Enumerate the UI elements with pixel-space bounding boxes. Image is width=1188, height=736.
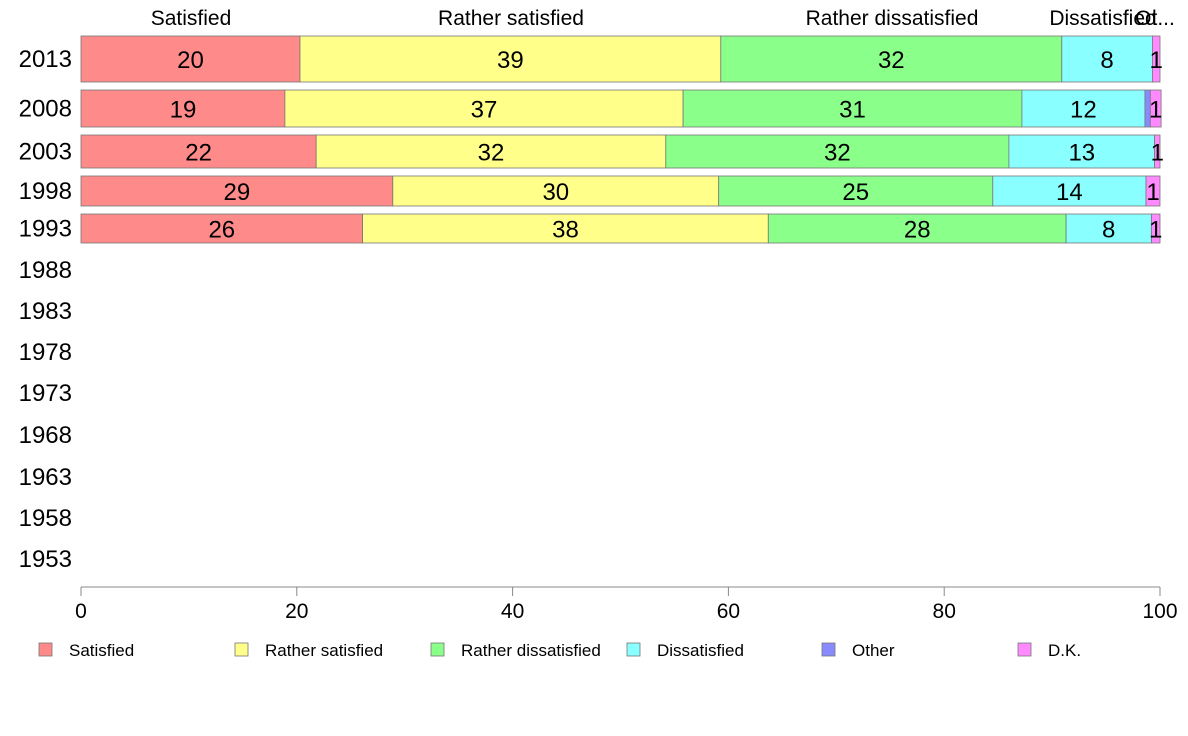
- bar-value-label-2003-5: 1: [1151, 140, 1164, 167]
- column-header-4: Ot...: [1135, 7, 1175, 30]
- year-label-1958: 1958: [19, 505, 72, 532]
- column-header-3: Dissatisfied: [1049, 7, 1156, 30]
- x-tick-label-100: 100: [1142, 600, 1177, 623]
- bar-value-label-1998-0: 29: [224, 179, 251, 206]
- bar-value-label-2008-2: 31: [839, 97, 866, 124]
- bar-segment-2013-2: [720, 35, 1063, 83]
- legend-swatch-1: [234, 642, 249, 657]
- bar-segment-1998-2: [718, 175, 994, 207]
- bar-value-label-1998-5: 1: [1146, 179, 1159, 206]
- bar-value-label-2003-2: 32: [824, 140, 851, 167]
- legend-label-1: Rather satisfied: [265, 641, 383, 660]
- bar-segment-2003-5: [1154, 134, 1161, 169]
- bar-value-label-1993-2: 28: [904, 217, 931, 244]
- x-tick-label-0: 0: [75, 600, 87, 623]
- column-header-0: Satisfied: [151, 7, 232, 30]
- year-label-1993: 1993: [19, 216, 72, 243]
- bar-segment-2008-0: [80, 89, 286, 128]
- bar-value-label-2013-0: 20: [177, 47, 204, 74]
- bar-segment-2008-2: [682, 89, 1023, 128]
- bar-value-label-2003-3: 13: [1068, 140, 1095, 167]
- bar-value-label-1993-1: 38: [552, 217, 579, 244]
- bar-value-label-2013-2: 32: [878, 47, 905, 74]
- year-label-1963: 1963: [19, 464, 72, 491]
- x-tick-label-60: 60: [717, 600, 740, 623]
- year-label-1953: 1953: [19, 546, 72, 573]
- year-label-1998: 1998: [19, 178, 72, 205]
- year-label-1968: 1968: [19, 422, 72, 449]
- bar-value-label-1993-0: 26: [208, 217, 235, 244]
- bar-value-label-2008-0: 19: [170, 97, 197, 124]
- bar-value-label-1998-1: 30: [542, 179, 569, 206]
- legend-label-3: Dissatisfied: [657, 641, 744, 660]
- bar-value-label-2013-3: 8: [1100, 47, 1113, 74]
- bar-value-label-2003-0: 22: [185, 140, 212, 167]
- x-tick-label-40: 40: [501, 600, 524, 623]
- bar-value-label-1993-5: 1: [1149, 217, 1162, 244]
- bar-segment-2008-3: [1021, 89, 1146, 128]
- bar-segment-1998-0: [80, 175, 394, 207]
- bar-segment-2003-0: [80, 134, 317, 169]
- bar-value-label-2013-1: 39: [497, 47, 524, 74]
- legend-label-0: Satisfied: [69, 641, 134, 660]
- x-tick-label-80: 80: [933, 600, 956, 623]
- year-label-1983: 1983: [19, 298, 72, 325]
- bar-value-label-2008-3: 12: [1070, 97, 1097, 124]
- bar-value-label-1998-3: 14: [1056, 179, 1083, 206]
- column-header-1: Rather satisfied: [438, 7, 584, 30]
- year-label-2003: 2003: [19, 139, 72, 166]
- legend-swatch-5: [1017, 642, 1032, 657]
- bar-value-label-2003-1: 32: [478, 140, 505, 167]
- legend-swatch-0: [38, 642, 53, 657]
- legend-label-5: D.K.: [1048, 641, 1081, 660]
- bar-segment-1998-3: [992, 175, 1147, 207]
- bar-segment-2013-5: [1152, 35, 1161, 83]
- bar-value-label-1993-3: 8: [1102, 217, 1115, 244]
- year-label-2013: 2013: [19, 46, 72, 73]
- bar-segment-1993-0: [80, 213, 364, 244]
- bar-segment-1993-1: [362, 213, 769, 244]
- bar-segment-2013-1: [299, 35, 722, 83]
- bar-value-label-1998-2: 25: [842, 179, 869, 206]
- bar-segment-2013-3: [1061, 35, 1153, 83]
- bar-value-label-2013-5: 1: [1150, 47, 1163, 74]
- bar-value-label-2008-5: 1: [1149, 97, 1162, 124]
- bar-segment-2003-1: [315, 134, 667, 169]
- bar-segment-1998-5: [1145, 175, 1161, 207]
- bar-segment-2013-0: [80, 35, 301, 83]
- bar-segment-1993-5: [1151, 213, 1161, 244]
- legend-label-2: Rather dissatisfied: [461, 641, 601, 660]
- bar-segment-2008-5: [1149, 89, 1162, 128]
- legend-label-4: Other: [852, 641, 895, 660]
- legend-swatch-2: [430, 642, 445, 657]
- bar-segment-2003-2: [665, 134, 1010, 169]
- bar-segment-1993-2: [767, 213, 1067, 244]
- column-header-2: Rather dissatisfied: [806, 7, 979, 30]
- bar-segment-2008-1: [284, 89, 684, 128]
- legend-swatch-3: [626, 642, 641, 657]
- bar-value-label-2008-1: 37: [471, 97, 498, 124]
- bar-segment-1998-1: [392, 175, 720, 207]
- year-label-2008: 2008: [19, 96, 72, 123]
- year-label-1988: 1988: [19, 257, 72, 284]
- legend-swatch-4: [821, 642, 836, 657]
- year-label-1973: 1973: [19, 380, 72, 407]
- x-tick-label-20: 20: [285, 600, 308, 623]
- year-label-1978: 1978: [19, 339, 72, 366]
